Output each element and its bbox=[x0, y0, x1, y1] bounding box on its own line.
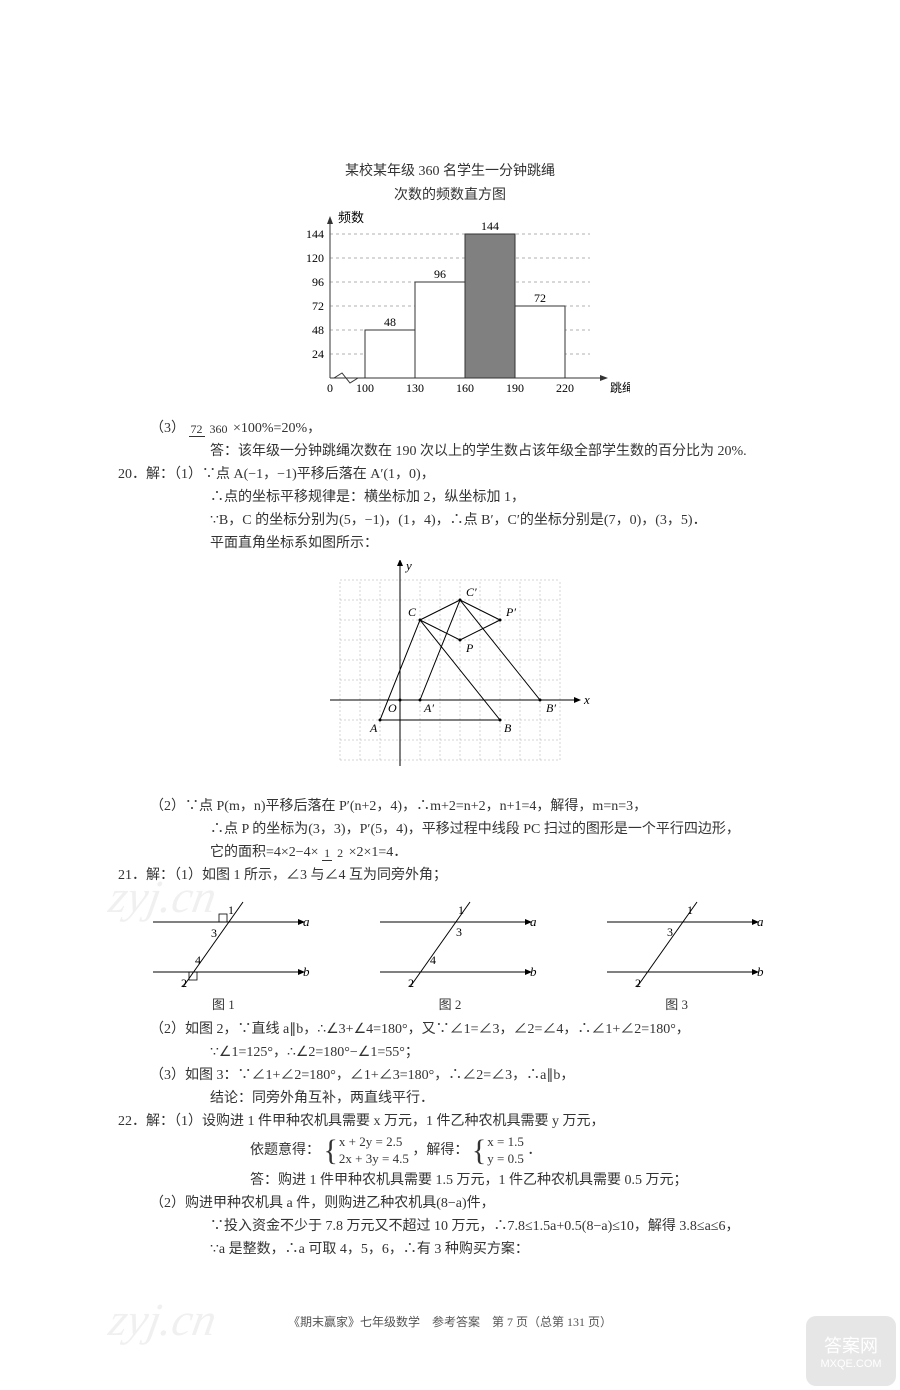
svg-text:24: 24 bbox=[312, 347, 324, 361]
q21-p2: （2）如图 2，∵直线 a∥b，∴∠3+∠4=180°，又∵∠1=∠3，∠2=∠… bbox=[110, 1019, 790, 1040]
svg-text:96: 96 bbox=[312, 275, 324, 289]
svg-text:a: a bbox=[757, 914, 764, 929]
q20-p2c: 它的面积=4×2−4× 1 2 ×2×1=4． bbox=[110, 842, 790, 863]
svg-text:120: 120 bbox=[306, 251, 324, 265]
svg-text:72: 72 bbox=[312, 299, 324, 313]
q3-fraction: 72 360 bbox=[189, 423, 230, 435]
svg-text:1: 1 bbox=[228, 903, 234, 917]
svg-text:2: 2 bbox=[408, 976, 414, 990]
fig2: ab1342 图 2 bbox=[360, 892, 540, 1013]
svg-text:144: 144 bbox=[306, 227, 324, 241]
svg-text:4: 4 bbox=[430, 953, 436, 967]
svg-text:b: b bbox=[530, 964, 537, 979]
q3-after: ×100%=20%， bbox=[233, 421, 321, 436]
q21-p2b: ∵∠1=125°，∴∠2=180°−∠1=55°； bbox=[110, 1042, 790, 1063]
svg-text:A′: A′ bbox=[423, 701, 434, 715]
q20-p2a: （2）∵点 P(m，n)平移后落在 P′(n+2，4)，∴m+2=n+2，n+1… bbox=[110, 796, 790, 817]
q22-p2a: （2）购进甲种农机具 a 件，则购进乙种农机具(8−a)件， bbox=[110, 1193, 790, 1214]
svg-text:48: 48 bbox=[312, 323, 324, 337]
angle-figures: ab1324 图 1 ab1342 图 2 ab132 图 3 bbox=[110, 892, 790, 1013]
svg-text:160: 160 bbox=[456, 381, 474, 395]
histogram-svg: 频数 24 48 72 96 120 144 0 100 130 160 190 220 48 96 144 7… bbox=[270, 208, 630, 408]
svg-text:220: 220 bbox=[556, 381, 574, 395]
q20-l3: ∵B，C 的坐标分别为(5，−1)，(1，4)，∴点 B′，C′的坐标分别是(7… bbox=[110, 510, 790, 531]
svg-text:O: O bbox=[388, 701, 397, 715]
q20-p2b: ∴点 P 的坐标为(3，3)，P′(5，4)，平移过程中线段 PC 扫过的图形是… bbox=[110, 819, 790, 840]
q3-prefix: （3） bbox=[150, 421, 185, 436]
q20-l2: ∴点的坐标平移规律是：横坐标加 2，纵坐标加 1， bbox=[110, 487, 790, 508]
svg-text:144: 144 bbox=[481, 219, 499, 233]
q20-p2c-frac: 1 2 bbox=[322, 847, 345, 859]
q21-head: 21．解：（1）如图 1 所示，∠3 与∠4 互为同旁外角； bbox=[110, 865, 790, 886]
chart-title-1: 某校某年级 360 名学生一分钟跳绳 bbox=[110, 160, 790, 180]
svg-text:跳绳次数（次）: 跳绳次数（次） bbox=[610, 380, 630, 395]
q22-eq: 依题意得： { x + 2y = 2.5 2x + 3y = 4.5 ，解得： … bbox=[110, 1134, 790, 1168]
page: 某校某年级 360 名学生一分钟跳绳 次数的频数直方图 频数2448729612… bbox=[0, 0, 900, 1390]
svg-text:3: 3 bbox=[456, 925, 462, 939]
svg-text:48: 48 bbox=[384, 315, 396, 329]
q3-line: （3） 72 360 ×100%=20%， bbox=[110, 418, 790, 439]
svg-text:72: 72 bbox=[534, 291, 546, 305]
q22-ans1: 答：购进 1 件甲种农机具需要 1.5 万元，1 件乙种农机具需要 0.5 万元… bbox=[110, 1170, 790, 1191]
q21-p3: （3）如图 3：∵∠1+∠2=180°，∠1+∠3=180°，∴∠2=∠3，∴a… bbox=[110, 1065, 790, 1086]
svg-text:频数: 频数 bbox=[338, 210, 364, 225]
q21-p3b: 结论：同旁外角互补，两直线平行． bbox=[110, 1088, 790, 1109]
svg-text:x: x bbox=[583, 692, 590, 707]
q20-l4: 平面直角坐标系如图所示： bbox=[110, 533, 790, 554]
svg-text:96: 96 bbox=[434, 267, 446, 281]
fig1: ab1324 图 1 bbox=[133, 892, 313, 1013]
svg-text:P: P bbox=[465, 641, 474, 655]
system2: { x = 1.5 y = 0.5 bbox=[472, 1134, 524, 1168]
histogram-block: 某校某年级 360 名学生一分钟跳绳 次数的频数直方图 频数 24 48 72 96 12… bbox=[110, 160, 790, 408]
chart-title-2: 次数的频数直方图 bbox=[110, 184, 790, 204]
q3-answer: 答：该年级一分钟跳绳次数在 190 次以上的学生数占该年级全部学生数的百分比为 … bbox=[110, 441, 790, 462]
q22-head: 22．解：（1）设购进 1 件甲种农机具需要 x 万元，1 件乙种农机具需要 y… bbox=[110, 1111, 790, 1132]
svg-text:100: 100 bbox=[356, 381, 374, 395]
page-footer: 《期末赢家》七年级数学 参考答案 第 7 页（总第 131 页） bbox=[0, 1313, 900, 1330]
svg-text:3: 3 bbox=[667, 925, 673, 939]
svg-text:a: a bbox=[530, 914, 537, 929]
svg-text:A: A bbox=[369, 721, 378, 735]
system1: { x + 2y = 2.5 2x + 3y = 4.5 bbox=[324, 1134, 409, 1168]
svg-text:3: 3 bbox=[211, 926, 217, 940]
q22-p2b: ∵投入资金不少于 7.8 万元又不超过 10 万元，∴7.8≤1.5a+0.5(… bbox=[110, 1216, 790, 1237]
svg-text:B′: B′ bbox=[546, 701, 556, 715]
svg-text:y: y bbox=[404, 560, 412, 573]
q22-p2c: ∵a 是整数，∴a 可取 4，5，6，∴有 3 种购买方案： bbox=[110, 1239, 790, 1260]
svg-text:a: a bbox=[303, 914, 310, 929]
svg-text:B: B bbox=[504, 721, 512, 735]
svg-text:b: b bbox=[303, 964, 310, 979]
svg-text:130: 130 bbox=[406, 381, 424, 395]
svg-text:190: 190 bbox=[506, 381, 524, 395]
grid-svg: x y A B C P A′ B′ C′ P′ O bbox=[310, 560, 590, 790]
svg-text:4: 4 bbox=[195, 953, 201, 967]
svg-text:P′: P′ bbox=[505, 605, 516, 619]
svg-text:2: 2 bbox=[635, 976, 641, 990]
corner-watermark: 答案网 MXQE.COM bbox=[806, 1316, 896, 1386]
svg-text:0: 0 bbox=[327, 381, 333, 395]
svg-text:C′: C′ bbox=[466, 585, 477, 599]
svg-text:b: b bbox=[757, 964, 764, 979]
svg-text:2: 2 bbox=[181, 976, 187, 990]
svg-text:1: 1 bbox=[687, 903, 693, 917]
coordinate-figure: x y A B C P A′ B′ C′ P′ O bbox=[110, 560, 790, 790]
fig3: ab132 图 3 bbox=[587, 892, 767, 1013]
svg-text:C: C bbox=[408, 605, 417, 619]
q20-head: 20．解：（1）∵点 A(−1，−1)平移后落在 A′(1，0)， bbox=[110, 464, 790, 485]
svg-text:1: 1 bbox=[458, 903, 464, 917]
